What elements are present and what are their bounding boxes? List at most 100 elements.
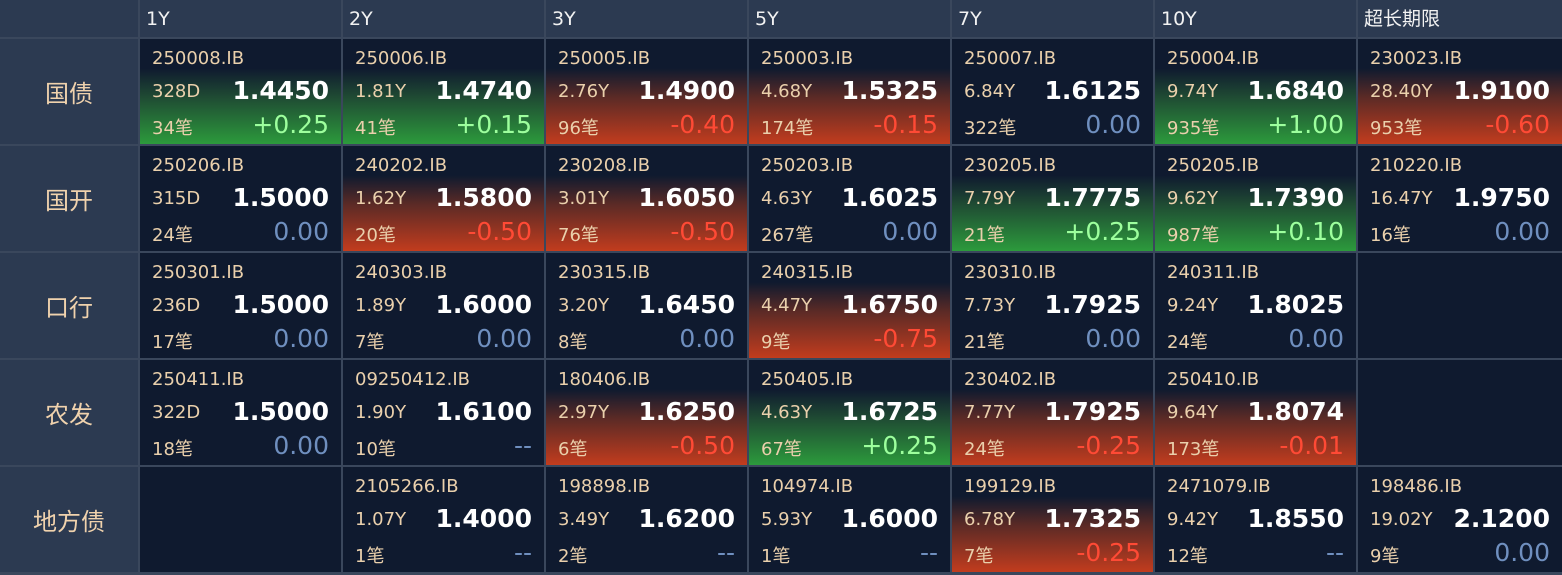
- bond-term: 9.64Y: [1167, 402, 1219, 423]
- bond-code: 230205.IB: [964, 155, 1057, 176]
- trade-count: 267笔: [761, 225, 814, 246]
- bond-code: 240303.IB: [355, 262, 448, 283]
- bond-rate: 1.6125: [1044, 76, 1141, 105]
- quote-cell: 230310.IB 7.73Y 1.7925 21笔 0.00: [952, 253, 1153, 358]
- bond-term: 1.89Y: [355, 295, 407, 316]
- quote-cell: 240202.IB 1.62Y 1.5800 20笔 -0.50: [343, 146, 544, 251]
- bond-term: 7.79Y: [964, 188, 1016, 209]
- bond-rate: 1.7390: [1247, 183, 1344, 212]
- quote-cell: 250203.IB 4.63Y 1.6025 267笔 0.00: [749, 146, 950, 251]
- rate-change: -0.40: [670, 110, 735, 139]
- column-header: 1Y: [140, 0, 341, 37]
- bond-term: 28.40Y: [1370, 81, 1433, 102]
- bond-code: 230315.IB: [558, 262, 651, 283]
- bond-term: 9.42Y: [1167, 509, 1219, 530]
- quote-cell: 240311.IB 9.24Y 1.8025 24笔 0.00: [1155, 253, 1356, 358]
- trade-count: 16笔: [1370, 225, 1411, 246]
- quote-cell: 250004.IB 9.74Y 1.6840 935笔 +1.00: [1155, 39, 1356, 144]
- bond-code: 230208.IB: [558, 155, 651, 176]
- bond-code: 230023.IB: [1370, 48, 1463, 69]
- bond-rate: 1.5000: [232, 397, 329, 426]
- bond-code: 198486.IB: [1370, 476, 1463, 497]
- trade-count: 9笔: [1370, 546, 1400, 567]
- trade-count: 987笔: [1167, 225, 1220, 246]
- bond-code: 250004.IB: [1167, 48, 1260, 69]
- bond-rate: 1.4740: [435, 76, 532, 105]
- trade-count: 34笔: [152, 118, 193, 139]
- bond-rate: 1.5000: [232, 290, 329, 319]
- bond-term: 3.01Y: [558, 188, 610, 209]
- bond-code: 250301.IB: [152, 262, 245, 283]
- bond-code: 250203.IB: [761, 155, 854, 176]
- bond-code: 199129.IB: [964, 476, 1057, 497]
- bond-term: 9.74Y: [1167, 81, 1219, 102]
- bond-code: 230402.IB: [964, 369, 1057, 390]
- rate-change: --: [513, 538, 532, 567]
- quote-cell: 250410.IB 9.64Y 1.8074 173笔 -0.01: [1155, 360, 1356, 465]
- trade-count: 7笔: [355, 332, 385, 353]
- trade-count: 1笔: [761, 546, 791, 567]
- trade-count: 24笔: [964, 439, 1005, 460]
- rate-change: 0.00: [679, 324, 735, 353]
- trade-count: 173笔: [1167, 439, 1220, 460]
- column-header: 2Y: [343, 0, 544, 37]
- column-header: 超长期限: [1358, 0, 1562, 37]
- trade-count: 20笔: [355, 225, 396, 246]
- trade-count: 96笔: [558, 118, 599, 139]
- rate-change: +0.25: [861, 431, 938, 460]
- quote-cell: 199129.IB 6.78Y 1.7325 7笔 -0.25: [952, 467, 1153, 572]
- quote-cell: 230205.IB 7.79Y 1.7775 21笔 +0.25: [952, 146, 1153, 251]
- trade-count: 6笔: [558, 439, 588, 460]
- column-header: 3Y: [546, 0, 747, 37]
- bond-code: 250007.IB: [964, 48, 1057, 69]
- trade-count: 174笔: [761, 118, 814, 139]
- bond-term: 322D: [152, 402, 201, 423]
- bond-code: 240311.IB: [1167, 262, 1260, 283]
- quote-cell: 210220.IB 16.47Y 1.9750 16笔 0.00: [1358, 146, 1562, 251]
- bond-rate: 1.4450: [232, 76, 329, 105]
- bond-term: 3.20Y: [558, 295, 610, 316]
- rate-change: 0.00: [1085, 110, 1141, 139]
- trade-count: 2笔: [558, 546, 588, 567]
- rate-change: -0.01: [1279, 431, 1344, 460]
- bond-code: 240202.IB: [355, 155, 448, 176]
- bond-rate: 1.5800: [435, 183, 532, 212]
- rate-change: 0.00: [1494, 538, 1550, 567]
- quote-cell: 250405.IB 4.63Y 1.6725 67笔 +0.25: [749, 360, 950, 465]
- quote-cell: 250005.IB 2.76Y 1.4900 96笔 -0.40: [546, 39, 747, 144]
- bond-term: 3.49Y: [558, 509, 610, 530]
- bond-term: 1.62Y: [355, 188, 407, 209]
- bond-term: 328D: [152, 81, 201, 102]
- bond-rate: 1.8550: [1247, 504, 1344, 533]
- bond-code: 250003.IB: [761, 48, 854, 69]
- trade-count: 7笔: [964, 546, 994, 567]
- rate-change: +1.00: [1267, 110, 1344, 139]
- trade-count: 18笔: [152, 439, 193, 460]
- bond-rate: 1.6000: [841, 504, 938, 533]
- rate-change: 0.00: [1288, 324, 1344, 353]
- trade-count: 24笔: [1167, 332, 1208, 353]
- rate-change: 0.00: [882, 217, 938, 246]
- quote-cell: 2105266.IB 1.07Y 1.4000 1笔 --: [343, 467, 544, 572]
- bond-code: 250205.IB: [1167, 155, 1260, 176]
- bond-rate: 1.7775: [1044, 183, 1141, 212]
- rate-change: --: [1325, 538, 1344, 567]
- rate-change: --: [716, 538, 735, 567]
- bond-code: 230310.IB: [964, 262, 1057, 283]
- rate-change: -0.60: [1485, 110, 1550, 139]
- bond-rate: 1.8025: [1247, 290, 1344, 319]
- bond-code: 210220.IB: [1370, 155, 1463, 176]
- rate-change: -0.25: [1076, 431, 1141, 460]
- bond-term: 1.90Y: [355, 402, 407, 423]
- trade-count: 17笔: [152, 332, 193, 353]
- bond-code: 250005.IB: [558, 48, 651, 69]
- quote-cell: 240315.IB 4.47Y 1.6750 9笔 -0.75: [749, 253, 950, 358]
- bond-term: 4.63Y: [761, 188, 813, 209]
- quote-cell: [1358, 253, 1562, 358]
- trade-count: 24笔: [152, 225, 193, 246]
- quote-cell: 198486.IB 19.02Y 2.1200 9笔 0.00: [1358, 467, 1562, 572]
- bond-code: 250006.IB: [355, 48, 448, 69]
- bond-rate: 1.6840: [1247, 76, 1344, 105]
- bond-rate: 1.5000: [232, 183, 329, 212]
- bond-term: 7.73Y: [964, 295, 1016, 316]
